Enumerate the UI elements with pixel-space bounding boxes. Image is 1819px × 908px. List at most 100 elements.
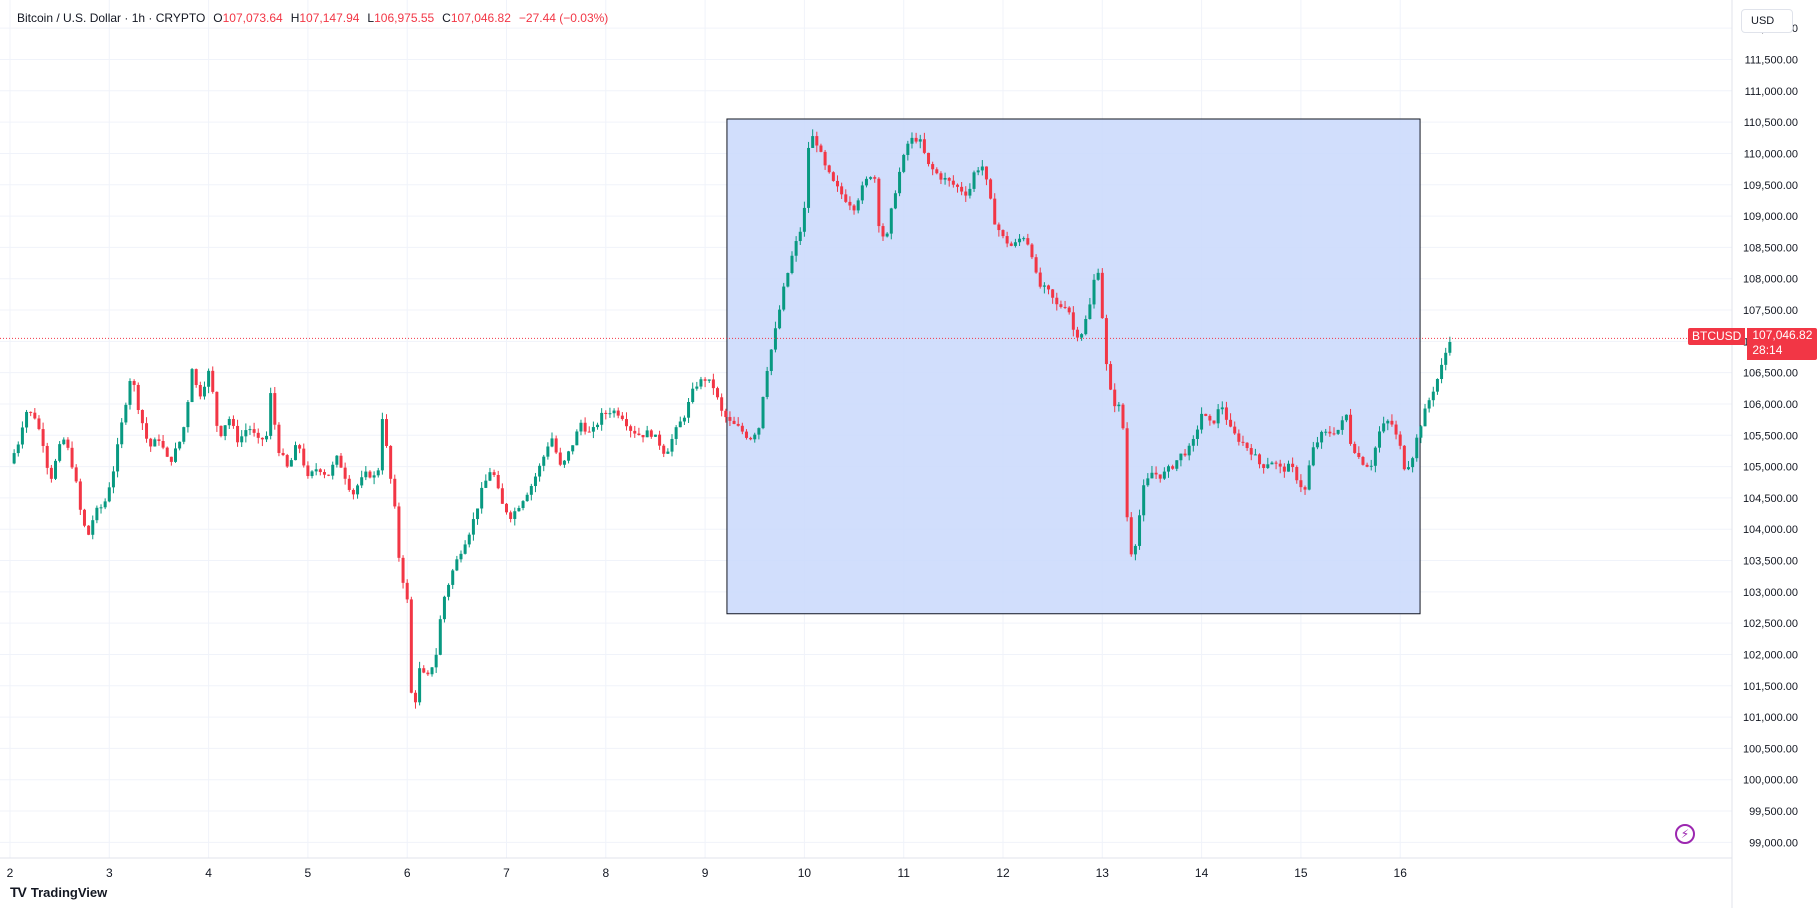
tradingview-logo[interactable]: TV TradingView [10,884,107,900]
candle-body [20,427,24,445]
currency-button[interactable]: USD [1741,9,1793,33]
candle-body [1444,352,1448,365]
candle-body [265,435,269,440]
candle-body [885,233,889,237]
candle-body [260,437,264,440]
candle-body [554,438,558,453]
candle-body [339,455,343,468]
x-tick-label: 15 [1294,866,1308,880]
candle-body [41,429,45,446]
y-tick-label: 102,000.00 [1743,649,1798,661]
candle-body [798,231,802,242]
candle-body [269,393,273,436]
candle-body [376,470,380,476]
candle-body [389,445,393,479]
candle-body [823,151,827,166]
candle-body [1349,414,1353,444]
candle-body [968,188,972,196]
candle-body [802,207,806,232]
candle-body [1084,319,1088,335]
candle-body [1435,379,1439,392]
candle-body [401,557,405,583]
candle-body [980,166,984,171]
candle-body [815,136,819,146]
candle-body [1216,409,1220,424]
candle-body [451,570,455,585]
y-tick-label: 104,500.00 [1743,493,1798,505]
candle-body [786,273,790,287]
candle-body [281,452,285,456]
highlight-rectangle [726,118,1421,615]
y-tick-label: 111,000.00 [1745,86,1798,98]
candle-body [310,471,314,477]
candle-body [877,178,881,227]
candle-body [1071,312,1075,330]
candle-body [95,507,99,521]
candle-body [1204,413,1208,416]
candle-body [624,419,628,427]
candle-body [1303,487,1307,490]
current-price-tag: BTCUSD 107,046.82 28:14 [1688,328,1818,360]
candle-body [703,379,707,381]
candle-body [666,451,670,454]
candle-body [583,422,587,432]
candle-body [807,147,811,208]
candle-body [1357,452,1361,458]
candle-body [1411,458,1415,468]
candle-body [616,410,620,416]
candle-body [757,428,761,435]
candle-body [984,166,988,180]
candle-body [976,170,980,173]
candle-body [695,386,699,389]
candle-body [1191,438,1195,446]
lightning-icon[interactable]: ⚡ [1675,824,1695,844]
candle-body [1402,445,1406,470]
candle-body [1270,462,1274,465]
candle-body [629,426,633,431]
low-value: 106,975.55 [374,11,435,25]
candle-body [120,422,124,445]
candle-body [364,471,368,478]
candle-body [728,417,732,421]
candle-body [790,255,794,274]
candle-body [252,429,256,433]
candle-body [1150,472,1154,479]
candle-body [1299,480,1303,488]
candle-body [1187,445,1191,456]
candle-body [682,417,686,422]
candle-body [558,452,562,465]
candle-body [881,226,885,237]
candle-body [567,451,571,461]
candle-body [273,393,277,425]
candle-body [215,391,219,426]
x-tick-label: 12 [996,866,1010,880]
candle-body [1332,433,1336,435]
candle-body [1353,443,1357,453]
candle-body [1059,304,1063,307]
open-value: 107,073.64 [222,11,283,25]
brand-name: TradingView [30,884,108,900]
candle-body [687,402,691,418]
candle-body [165,447,169,457]
candle-body [500,488,504,504]
candle-body [778,309,782,329]
candle-body [860,185,864,201]
candle-body [608,413,612,415]
symbol-title[interactable]: Bitcoin / U.S. Dollar · 1h · CRYPTO [17,11,206,25]
candle-body [223,425,227,437]
y-tick-label: 100,000.00 [1743,775,1798,787]
candle-body [169,456,173,462]
candle-body [546,446,550,457]
y-tick-label: 105,000.00 [1743,462,1798,474]
candle-body [1022,238,1026,240]
candle-body [744,431,748,438]
candle-body [1328,431,1332,434]
candle-body [873,177,877,179]
candle-body [1009,243,1013,246]
x-tick-label: 13 [1096,866,1110,880]
candle-body [124,404,128,423]
candle-body [1183,453,1187,456]
candle-body [1154,472,1158,475]
candle-body [1394,424,1398,435]
